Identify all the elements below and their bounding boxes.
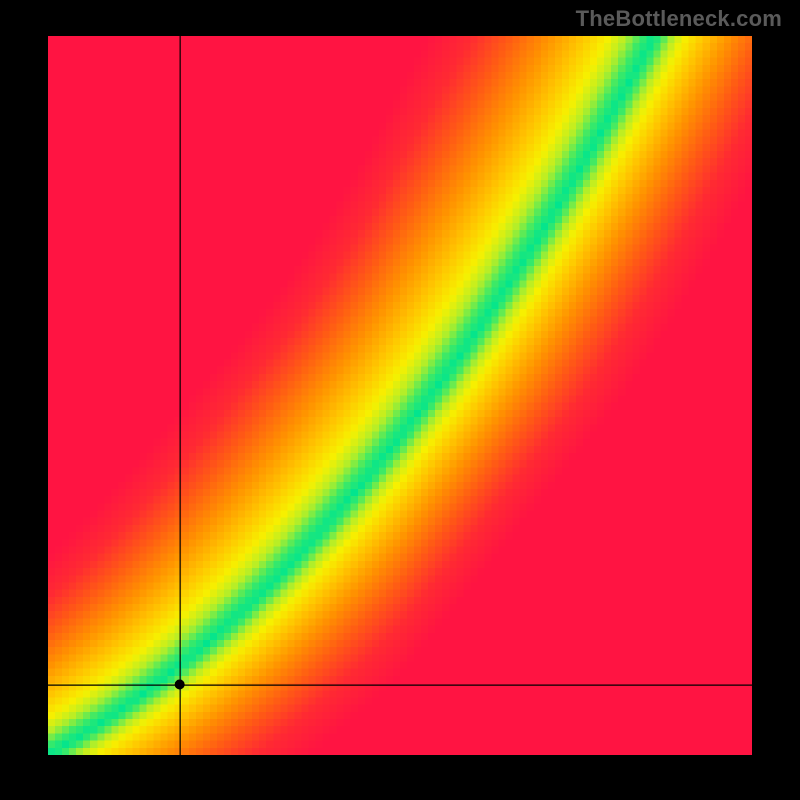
attribution-label: TheBottleneck.com	[576, 6, 782, 32]
crosshair-overlay	[48, 36, 752, 755]
